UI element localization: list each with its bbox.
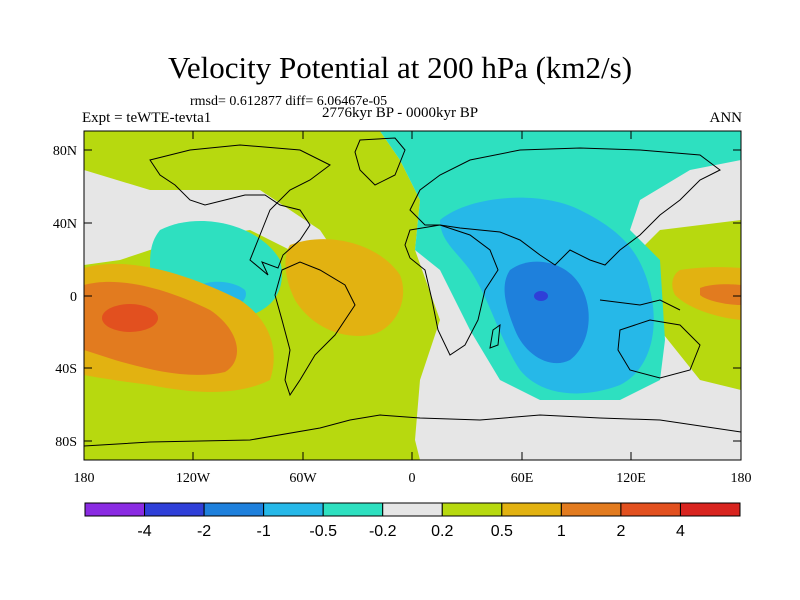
colorbar-swatch — [501, 502, 562, 517]
lat-label: 0 — [70, 290, 77, 305]
colorbar: -4 -2 -1 -0.5 -0.2 0.2 0.5 1 2 4 — [84, 502, 741, 540]
colorbar-label: -1 — [257, 523, 271, 540]
map-title: Velocity Potential at 200 hPa (km2/s) — [167, 50, 633, 85]
lon-label: 180 — [74, 471, 95, 486]
lat-label: 40S — [55, 362, 77, 377]
lon-label: 0 — [409, 471, 416, 486]
colorbar-swatch — [263, 502, 324, 517]
colorbar-label: -0.2 — [369, 523, 397, 540]
colorbar-label: 0.2 — [431, 523, 453, 540]
lon-label: 60W — [289, 471, 317, 486]
stats-label: rmsd= 0.612877 diff= 6.06467e-05 — [190, 94, 388, 109]
lat-label: 80N — [53, 144, 77, 159]
colorbar-swatch — [144, 502, 205, 517]
colorbar-swatch — [203, 502, 265, 517]
axis-ticks — [83, 131, 742, 460]
colorbar-swatch — [560, 502, 622, 517]
colorbar-swatch — [382, 502, 443, 517]
colorbar-swatch — [679, 502, 741, 517]
lat-label: 40N — [53, 217, 77, 232]
velocity-potential-field — [84, 131, 741, 460]
colorbar-label: -0.5 — [309, 523, 337, 540]
colorbar-label: 2 — [616, 523, 625, 540]
lon-label: 120E — [616, 471, 646, 486]
colorbar-label: -4 — [137, 523, 151, 540]
colorbar-label: -2 — [197, 523, 211, 540]
colorbar-swatch — [441, 502, 503, 517]
lat-label: 80S — [55, 435, 77, 450]
colorbar-swatch — [84, 502, 146, 517]
colorbar-label: 4 — [676, 523, 685, 540]
experiment-label: Expt = teWTE-tevta1 — [82, 110, 212, 126]
season-label: ANN — [709, 110, 743, 126]
colorbar-swatch — [620, 502, 681, 517]
colorbar-label: 1 — [557, 523, 566, 540]
lon-label: 60E — [511, 471, 534, 486]
coastlines — [84, 137, 741, 447]
latitude-labels: 80N 40N 0 40S 80S — [53, 144, 77, 450]
longitude-labels: 180 120W 60W 0 60E 120E 180 — [74, 471, 752, 486]
period-label: 2776kyr BP - 0000kyr BP — [322, 105, 479, 121]
lon-label: 180 — [731, 471, 752, 486]
lon-label: 120W — [176, 471, 211, 486]
colorbar-label: 0.5 — [491, 523, 513, 540]
colorbar-swatch — [322, 502, 384, 517]
